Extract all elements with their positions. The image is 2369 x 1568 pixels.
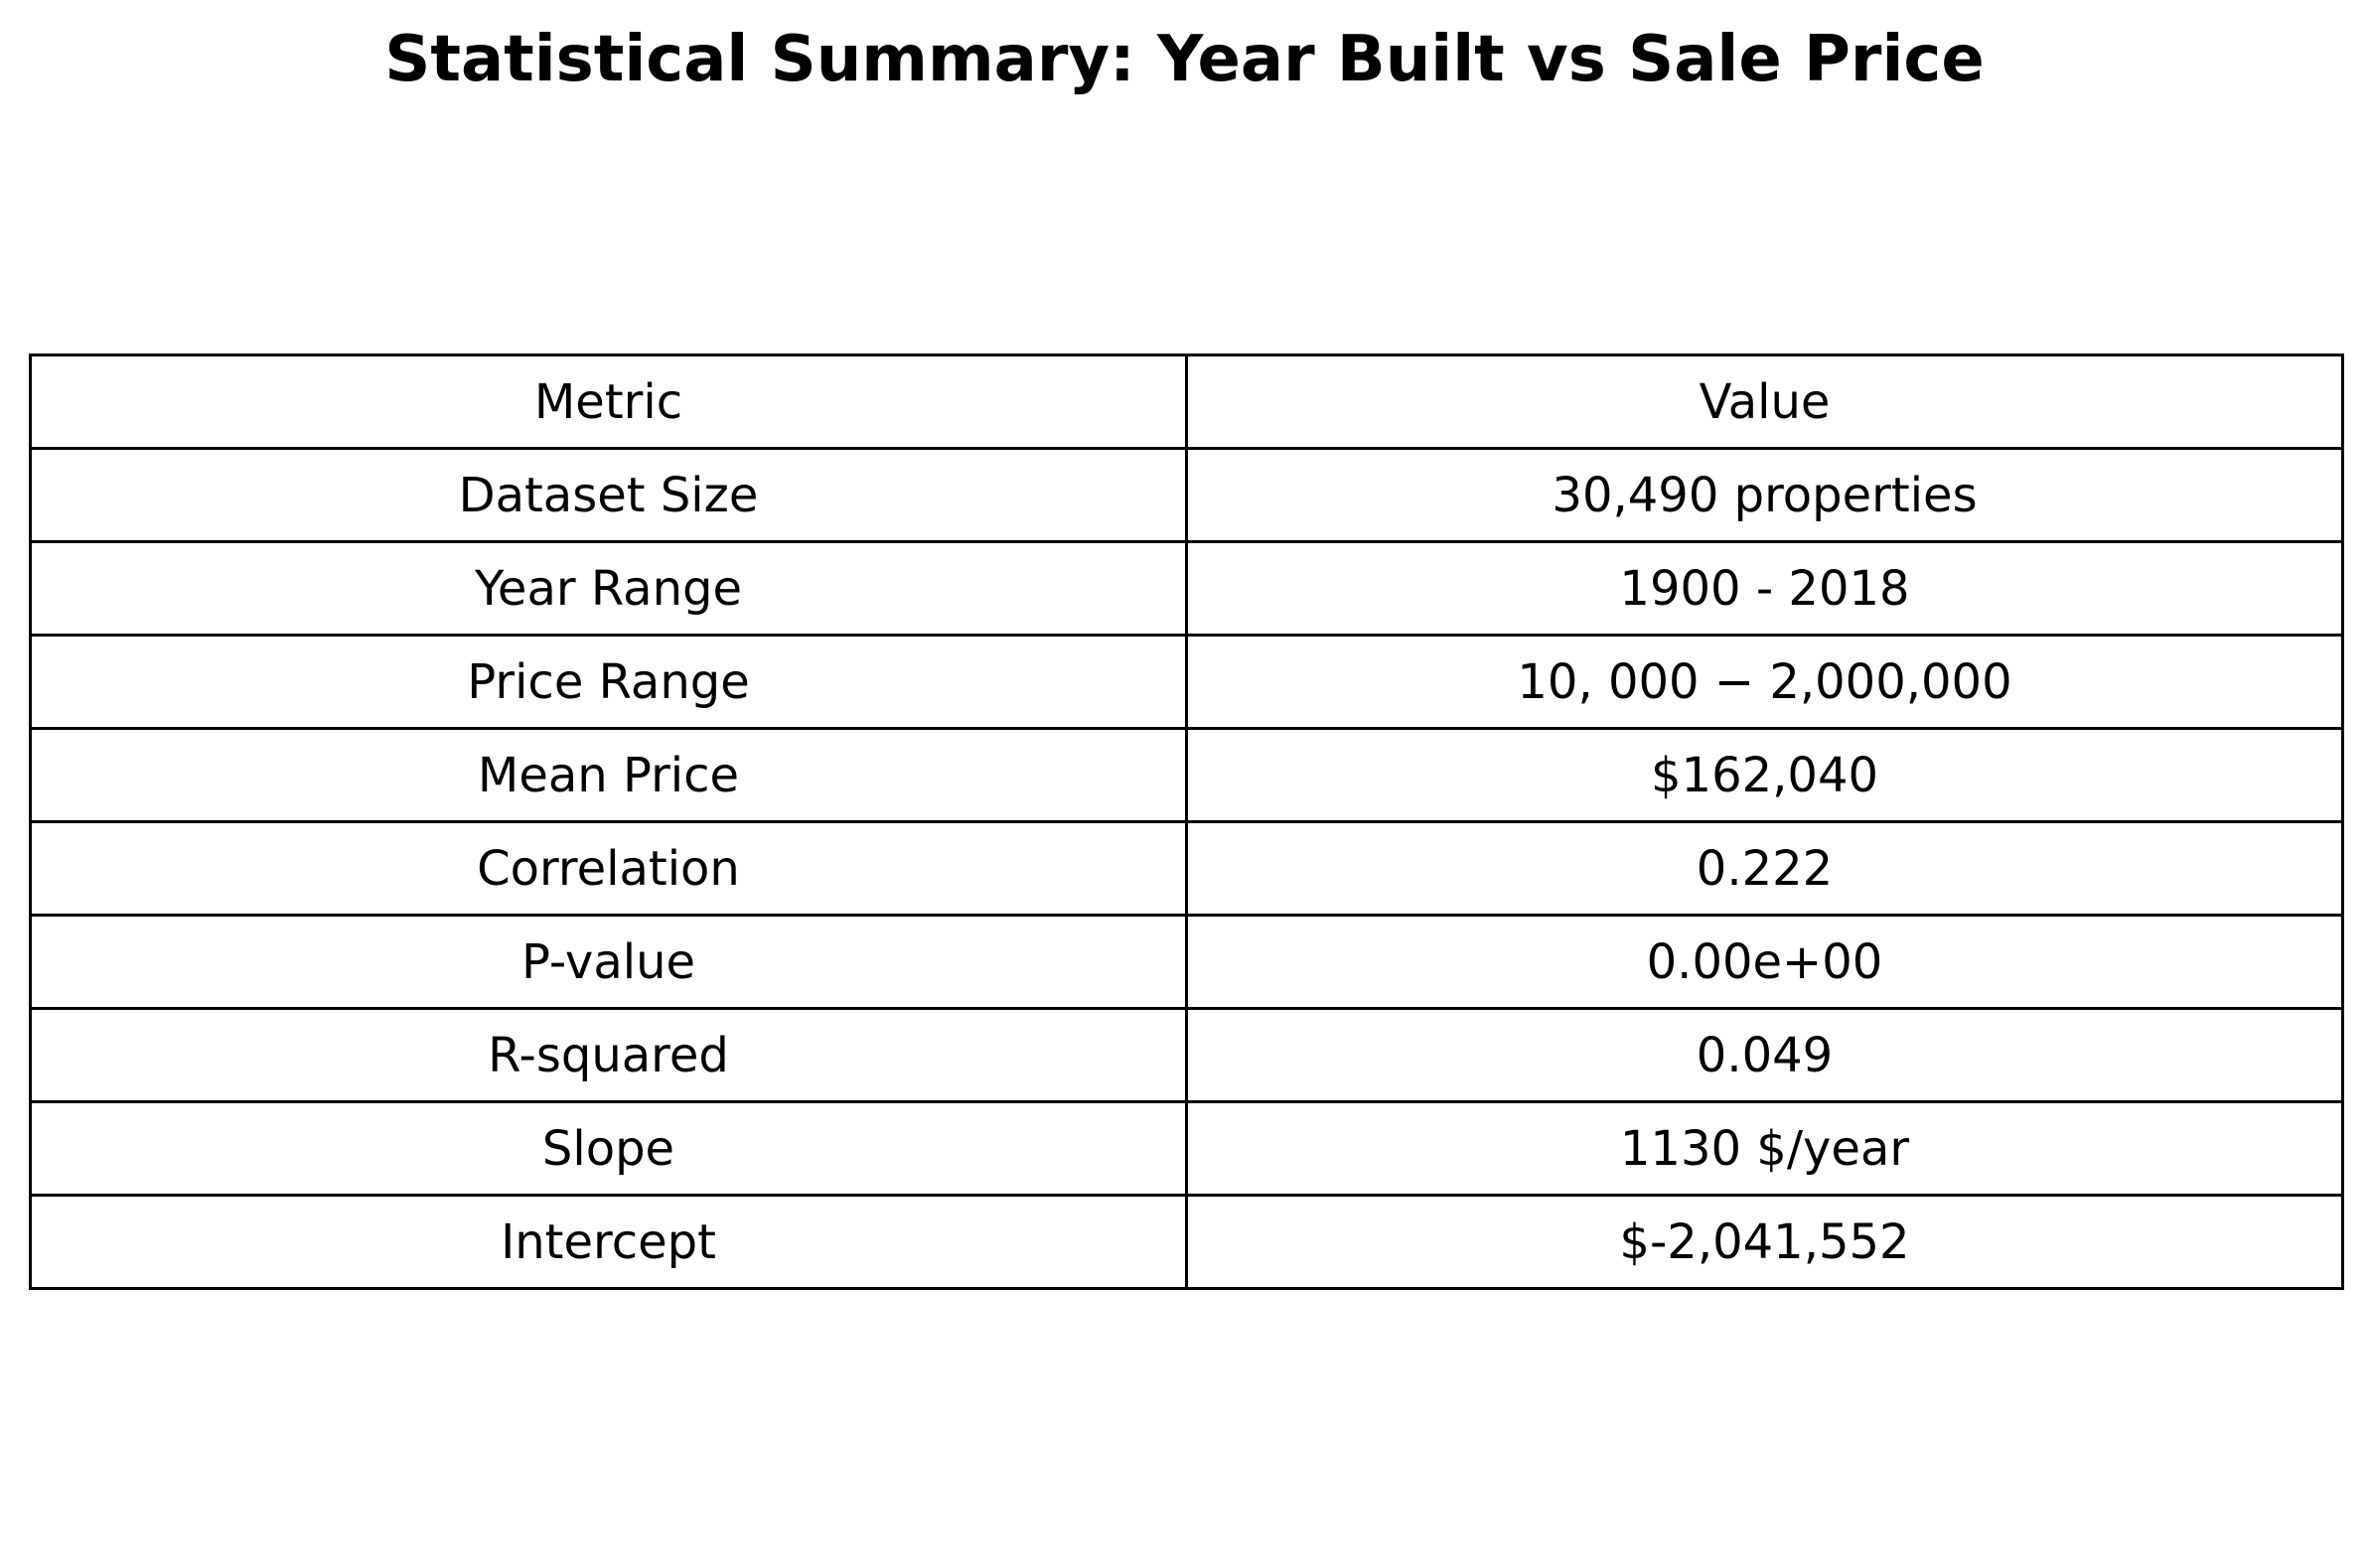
value-cell: 0.222 (1185, 820, 2344, 917)
table-row: R-squared 0.049 (29, 1007, 2344, 1103)
value-cell: $162,040 (1185, 727, 2344, 823)
table-row: Year Range 1900 - 2018 (29, 540, 2344, 637)
metric-cell: R-squared (29, 1007, 1188, 1103)
metric-cell: Slope (29, 1100, 1188, 1197)
header-cell-value: Value (1185, 354, 2344, 450)
metric-cell: Correlation (29, 820, 1188, 917)
summary-table: Metric Value Dataset Size 30,490 properti… (29, 354, 2344, 1290)
value-cell: 1130 $/year (1185, 1100, 2344, 1197)
header-cell-metric: Metric (29, 354, 1188, 450)
metric-cell: Price Range (29, 634, 1188, 730)
table-body: Metric Value Dataset Size 30,490 properti… (29, 354, 2344, 1290)
metric-cell: P-value (29, 914, 1188, 1010)
table-row: P-value 0.00e+00 (29, 914, 2344, 1010)
table-row: Dataset Size 30,490 properties (29, 447, 2344, 543)
table-row: Slope 1130 $/year (29, 1100, 2344, 1197)
metric-cell: Intercept (29, 1194, 1188, 1290)
metric-cell: Year Range (29, 540, 1188, 637)
table-header-row: Metric Value (29, 354, 2344, 450)
table-row: Intercept $-2,041,552 (29, 1194, 2344, 1290)
chart-title: Statistical Summary: Year Built vs Sale … (384, 23, 1985, 96)
value-cell: 1900 - 2018 (1185, 540, 2344, 637)
value-cell: $-2,041,552 (1185, 1194, 2344, 1290)
value-cell: 0.049 (1185, 1007, 2344, 1103)
value-cell: 30,490 properties (1185, 447, 2344, 543)
value-cell: 0.00e+00 (1185, 914, 2344, 1010)
table-row: Price Range 10, 000 − 2,000,000 (29, 634, 2344, 730)
metric-cell: Mean Price (29, 727, 1188, 823)
table-row: Correlation 0.222 (29, 820, 2344, 917)
metric-cell: Dataset Size (29, 447, 1188, 543)
value-cell: 10, 000 − 2,000,000 (1185, 634, 2344, 730)
table-row: Mean Price $162,040 (29, 727, 2344, 823)
